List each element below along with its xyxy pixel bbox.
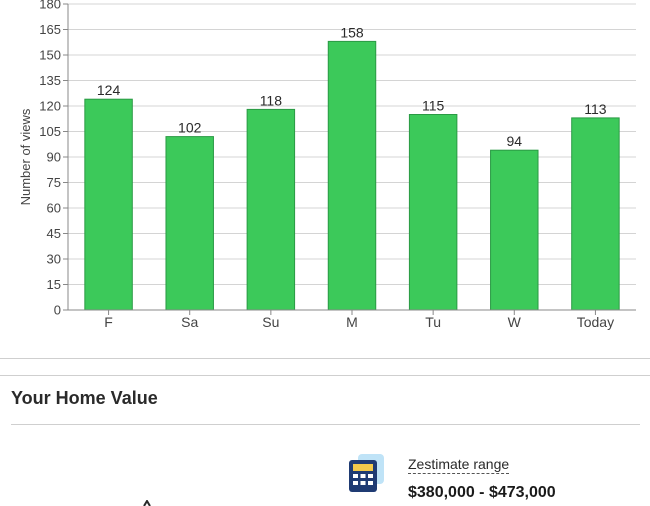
bar-value-label: 102: [178, 120, 202, 136]
bar-value-label: 124: [97, 82, 121, 98]
x-tick-label: F: [104, 314, 113, 330]
y-tick-label: 135: [39, 73, 61, 88]
x-tick-label: Sa: [181, 314, 198, 330]
partial-graphic-icon: [143, 500, 151, 506]
bar-w[interactable]: [490, 149, 539, 311]
zestimate-range-value: $380,000 - $473,000: [408, 484, 556, 501]
y-tick-label: 75: [47, 175, 61, 190]
section-divider-bottom: [0, 375, 650, 376]
x-tick-label: Su: [262, 314, 279, 330]
section-divider-top: [0, 358, 650, 359]
data-labels: 124 102 118 158 115 94 113: [97, 24, 607, 149]
y-tick-label: 15: [47, 277, 61, 292]
x-axis-ticks: F Sa Su M Tu W Today: [104, 310, 614, 330]
bar-m[interactable]: [327, 40, 377, 311]
y-tick-label: 105: [39, 124, 61, 139]
bar-su[interactable]: [246, 108, 296, 311]
x-tick-label: Today: [577, 314, 614, 330]
y-tick-label: 165: [39, 22, 61, 37]
y-tick-label: 120: [39, 99, 61, 114]
y-tick-label: 30: [47, 252, 61, 267]
bar-value-label: 115: [422, 98, 445, 114]
bar-f[interactable]: [84, 98, 133, 311]
bar-value-label: 94: [506, 133, 522, 149]
x-tick-label: M: [346, 314, 358, 330]
y-axis-ticks: 0 15 30 45 60 75 90 105 120 135 150 165 180: [39, 0, 68, 318]
home-value-divider: [11, 424, 640, 425]
y-tick-label: 90: [47, 150, 61, 165]
home-value-title: Your Home Value: [11, 388, 158, 408]
y-tick-label: 150: [39, 48, 61, 63]
x-tick-label: W: [508, 314, 522, 330]
views-bar-chart: 0 15 30 45 60 75 90 105 120 135 150 165 180 124 102 11…: [18, 0, 636, 330]
zestimate-range-label[interactable]: Zestimate range: [408, 456, 510, 474]
y-tick-label: 0: [54, 303, 61, 318]
y-tick-label: 60: [47, 201, 61, 216]
bar-value-label: 118: [260, 92, 283, 108]
x-tick-label: Tu: [425, 314, 441, 330]
y-tick-label: 180: [39, 0, 61, 12]
bar-tu[interactable]: [408, 114, 458, 311]
y-axis-label: Number of views: [18, 108, 33, 205]
y-tick-label: 45: [47, 226, 61, 241]
bar-value-label: 113: [584, 101, 607, 117]
bar-sa[interactable]: [165, 136, 214, 311]
bar-today[interactable]: [571, 117, 620, 311]
bar-value-label: 158: [340, 24, 364, 40]
chart-bars: [84, 40, 620, 311]
calculator-icon: [349, 454, 384, 492]
